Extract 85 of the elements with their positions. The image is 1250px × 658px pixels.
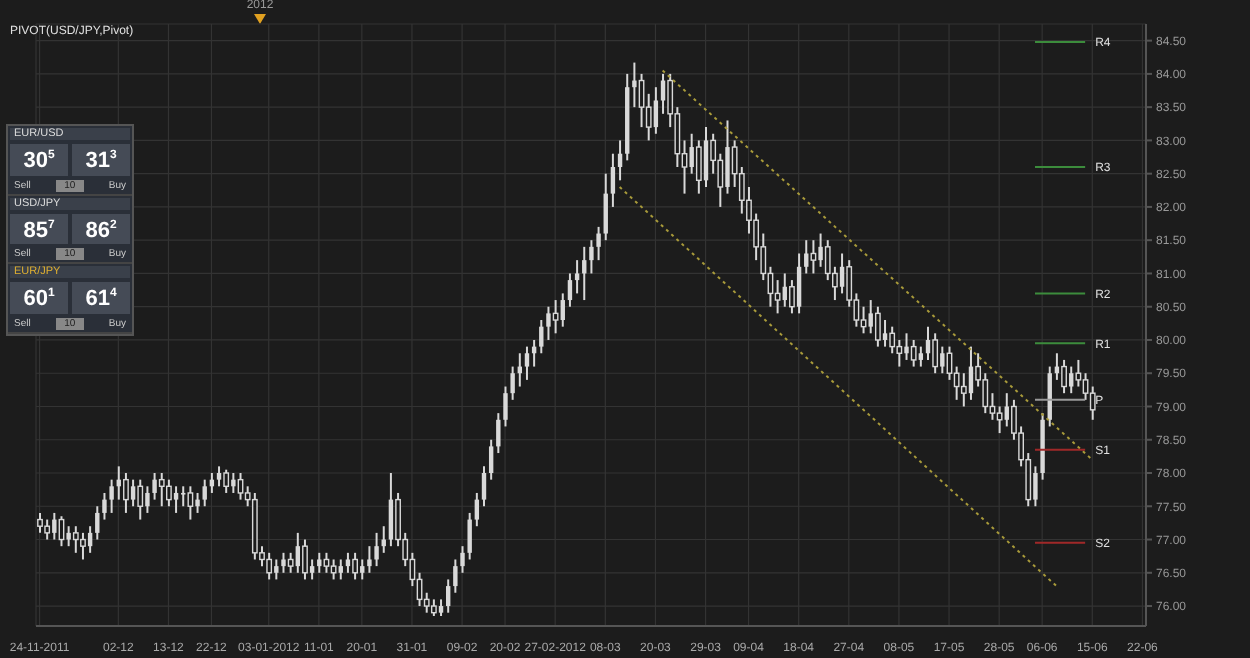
candlestick: [37, 511, 43, 534]
candlestick: [345, 551, 351, 574]
candlestick: [574, 259, 580, 295]
candlestick: [445, 578, 451, 614]
candlestick: [216, 465, 222, 488]
candlestick: [610, 152, 616, 208]
annotation: 31$^{3}$: [72, 144, 130, 176]
candlestick: [539, 319, 544, 355]
candlestick: [796, 252, 802, 315]
candlestick: [546, 305, 551, 341]
candlestick: [474, 491, 480, 528]
candlestick: [360, 558, 365, 581]
annotation: 85$^{7}$: [10, 213, 68, 245]
candlestick: [453, 558, 458, 594]
candlestick: [374, 531, 379, 568]
candlestick: [552, 299, 559, 335]
candlestick: [130, 478, 136, 508]
candlestick: [338, 558, 343, 581]
candlestick: [95, 505, 100, 541]
candlestick: [1061, 358, 1067, 395]
candlestick: [145, 485, 150, 514]
candlestick: [317, 551, 322, 574]
annotation: 61$^{4}$: [72, 282, 130, 314]
candlestick: [137, 478, 144, 521]
candlestick: [596, 225, 601, 262]
candlestick: [237, 472, 244, 501]
candlestick: [524, 345, 530, 381]
candlestick: [567, 272, 573, 308]
candlestick: [910, 338, 917, 368]
candlestick: [589, 239, 594, 275]
candlestick: [367, 545, 372, 574]
candlestick: [653, 86, 659, 135]
candlestick: [388, 472, 394, 548]
candlestick: [560, 292, 565, 328]
candlestick: [123, 472, 129, 514]
candlestick: [223, 468, 230, 494]
candlestick: [603, 172, 608, 242]
candlestick: [725, 119, 730, 195]
candlestick: [882, 319, 888, 348]
candlestick: [187, 485, 194, 521]
candlestick: [202, 478, 207, 508]
candlestick: [44, 518, 51, 541]
candlestick: [874, 305, 881, 348]
candlestick: [940, 345, 945, 375]
candlestick: [274, 558, 279, 581]
candlestick: [295, 531, 301, 574]
candlestick: [302, 538, 308, 581]
candlestick: [158, 472, 165, 508]
candlestick: [632, 61, 637, 109]
candlestick: [868, 299, 873, 335]
annotation: 30$^{5}$: [10, 144, 68, 176]
candlestick: [195, 491, 200, 514]
candlestick: [932, 332, 939, 375]
candlestick: [352, 551, 358, 581]
candlestick: [510, 365, 515, 401]
candlestick: [481, 465, 487, 508]
candlestick: [839, 252, 845, 295]
candlestick: [918, 345, 924, 368]
candlestick: [330, 558, 337, 581]
candlestick: [1004, 392, 1009, 428]
candlestick: [1069, 365, 1074, 395]
candlestick: [152, 472, 157, 501]
annotation: 60$^{1}$: [10, 282, 68, 314]
candlestick: [173, 485, 179, 514]
candlestick: [80, 531, 86, 561]
annotation: 86$^{2}$: [72, 213, 130, 245]
candlestick: [818, 232, 823, 268]
candlestick: [488, 438, 494, 481]
candlestick: [166, 478, 172, 508]
candlestick: [266, 551, 273, 581]
candlestick: [109, 478, 114, 514]
candlestick: [281, 551, 286, 574]
candlestick: [52, 511, 57, 541]
candlestick: [72, 525, 79, 554]
candlestick: [181, 485, 186, 508]
candlestick: [996, 405, 1003, 435]
candlestick: [102, 491, 107, 521]
candlestick: [1033, 465, 1038, 508]
candlestick: [804, 239, 809, 275]
candlestick: [774, 279, 781, 315]
candlestick: [66, 525, 71, 548]
candlestick: [703, 126, 709, 188]
candlestick: [231, 472, 236, 494]
candlestick: [904, 332, 909, 361]
candlestick: [1075, 358, 1082, 388]
